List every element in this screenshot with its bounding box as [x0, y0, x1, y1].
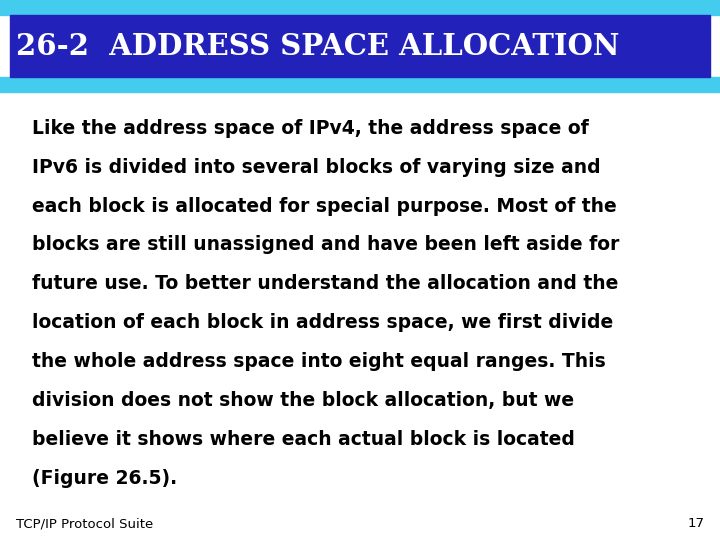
Text: IPv6 is divided into several blocks of varying size and: IPv6 is divided into several blocks of v…: [32, 158, 600, 177]
Text: each block is allocated for special purpose. Most of the: each block is allocated for special purp…: [32, 197, 616, 215]
Text: division does not show the block allocation, but we: division does not show the block allocat…: [32, 391, 574, 410]
Text: TCP/IP Protocol Suite: TCP/IP Protocol Suite: [16, 517, 153, 530]
Text: future use. To better understand the allocation and the: future use. To better understand the all…: [32, 274, 618, 293]
Text: 17: 17: [687, 517, 704, 530]
Text: Like the address space of IPv4, the address space of: Like the address space of IPv4, the addr…: [32, 119, 588, 138]
Text: believe it shows where each actual block is located: believe it shows where each actual block…: [32, 430, 575, 449]
Text: the whole address space into eight equal ranges. This: the whole address space into eight equal…: [32, 352, 606, 371]
Text: blocks are still unassigned and have been left aside for: blocks are still unassigned and have bee…: [32, 235, 619, 254]
Text: 26-2  ADDRESS SPACE ALLOCATION: 26-2 ADDRESS SPACE ALLOCATION: [16, 32, 619, 60]
Text: location of each block in address space, we first divide: location of each block in address space,…: [32, 313, 613, 332]
Text: (Figure 26.5).: (Figure 26.5).: [32, 469, 177, 488]
